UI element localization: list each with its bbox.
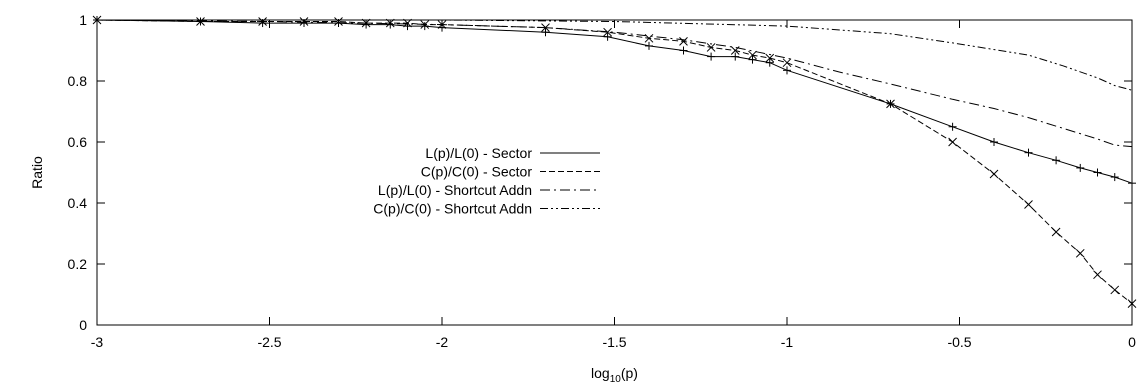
series-1-point — [645, 41, 653, 50]
x-axis-ticks: -3 -2.5 -2 -1.5 -1 -0.5 0 — [91, 20, 1136, 350]
series-2-point — [1093, 270, 1102, 280]
series-2-point — [437, 20, 447, 29]
series-1-point — [541, 28, 550, 37]
series-2-point — [1024, 200, 1033, 209]
series-2-point — [765, 53, 775, 63]
series-2-point — [334, 17, 343, 26]
x-axis-title-tail: (p) — [621, 365, 638, 381]
series-2-point — [603, 27, 612, 37]
y-tick-label: 0.2 — [68, 256, 88, 272]
series-2-point — [1110, 285, 1120, 295]
series-1-point — [1024, 148, 1033, 157]
series-2-point — [361, 18, 371, 28]
series-1-point — [258, 19, 267, 28]
series-line-3 — [96, 19, 1133, 148]
series-2-point — [1075, 248, 1085, 258]
series-2-point — [644, 33, 654, 43]
series-1-point — [386, 20, 395, 29]
series-2-point — [385, 18, 395, 28]
series-2-point — [1127, 299, 1137, 309]
series-2-point — [258, 17, 267, 26]
series-2-point — [730, 46, 740, 55]
series-1-point — [1076, 163, 1085, 172]
series-1-point — [362, 20, 371, 29]
series-1-point — [731, 52, 740, 61]
x-tick-label: -1 — [781, 334, 794, 350]
series-line-1 — [96, 19, 1133, 184]
x-tick-label: -0.5 — [947, 334, 971, 350]
series-2-point — [679, 36, 688, 46]
series-1-point — [783, 66, 791, 75]
series-1-point — [1052, 156, 1061, 165]
series-1-point — [1110, 173, 1119, 182]
series-1-point — [765, 58, 774, 67]
series-2-point — [92, 15, 102, 25]
x-axis-title-subscript: 10 — [610, 374, 622, 383]
y-tick-label: 0.8 — [68, 73, 88, 89]
x-axis-title-base: log — [591, 365, 610, 381]
y-axis-ticks: 0 0.2 0.4 0.6 0.8 1 — [68, 12, 1132, 333]
series-1-point — [334, 19, 343, 28]
series-2-point — [782, 58, 792, 68]
series-line-4 — [97, 19, 1133, 91]
y-axis-title: Ratio — [29, 156, 45, 189]
x-tick-label: -1.5 — [602, 334, 626, 350]
x-tick-label: -3 — [91, 334, 104, 350]
series-line-2 — [96, 19, 1133, 304]
legend: L(p)/L(0) - Sector C(p)/C(0) - Sector L(p)… — [373, 145, 600, 217]
x-tick-label: -2 — [436, 334, 449, 350]
y-tick-label: 0.6 — [68, 134, 88, 150]
series-1-point — [679, 46, 688, 55]
series-1-point — [420, 22, 429, 31]
series-2-point — [948, 137, 957, 147]
legend-label-2: C(p)/C(0) - Sector — [421, 164, 533, 180]
series-1-point — [1093, 168, 1102, 177]
series-2-point — [541, 23, 550, 32]
x-tick-label: -2.5 — [257, 334, 281, 350]
series-2-point — [989, 169, 999, 179]
y-tick-label: 1 — [79, 12, 87, 28]
legend-label-3: L(p)/L(0) - Shortcut Addn — [378, 182, 532, 198]
series-2-point — [1051, 227, 1061, 237]
series-1-point — [300, 19, 308, 28]
series-2-point — [706, 43, 716, 52]
series-1-point — [603, 32, 612, 41]
series-1-point — [748, 55, 757, 64]
series-1-point — [707, 52, 716, 61]
series-2-point — [886, 99, 895, 109]
markers-layer — [92, 15, 1137, 309]
series-2-point — [748, 50, 757, 60]
series-2-point — [299, 17, 309, 26]
x-tick-label: 0 — [1128, 334, 1136, 350]
y-tick-label: 0.4 — [68, 195, 88, 211]
series-2-point — [420, 20, 430, 29]
series-1-point — [1128, 179, 1136, 188]
series-1-point — [948, 122, 957, 131]
plot-frame — [96, 19, 1133, 326]
y-tick-label: 0 — [79, 317, 87, 333]
legend-label-1: L(p)/L(0) - Sector — [425, 145, 532, 161]
x-axis-title: log10(p) — [591, 365, 638, 383]
series-2-point — [196, 17, 205, 26]
series-1-point — [990, 138, 998, 146]
series-layer — [96, 19, 1133, 304]
series-2-point — [403, 18, 412, 28]
legend-label-4: C(p)/C(0) - Shortcut Addn — [373, 201, 532, 217]
